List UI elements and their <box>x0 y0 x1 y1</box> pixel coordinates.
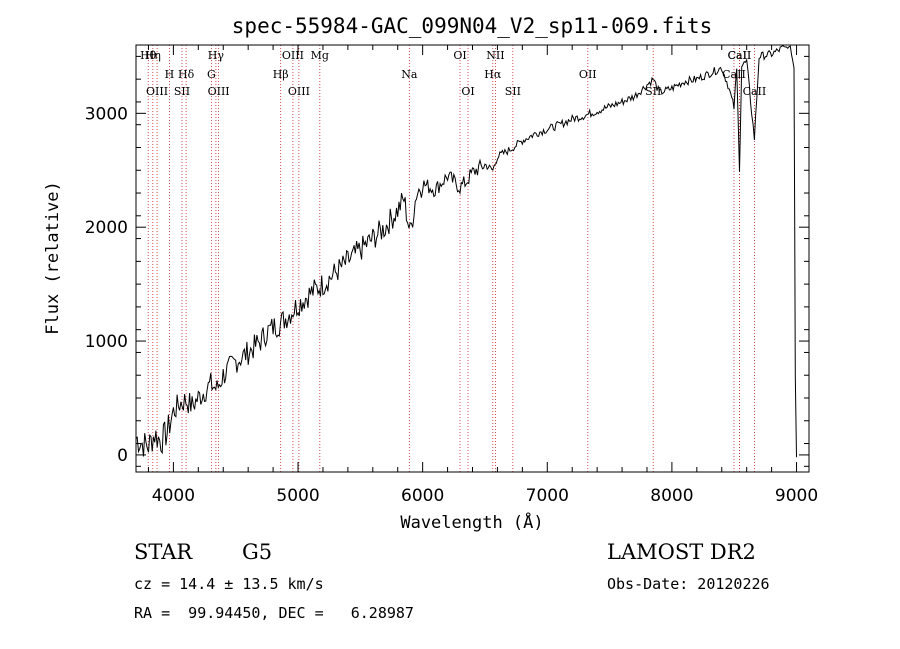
spectral-line-label: OI <box>461 85 474 98</box>
spectral-line-markers <box>147 45 755 472</box>
spectral-line-label: OIII <box>282 49 304 62</box>
spectral-line-label: Mg <box>311 49 329 62</box>
obs-date-text: Obs-Date: 20120226 <box>607 575 770 593</box>
x-tick-label: 9000 <box>775 486 818 506</box>
spectral-line-label: CaII <box>722 68 746 81</box>
spectral-line-label: OII <box>579 68 597 81</box>
spectral-line-label: OIII <box>288 85 310 98</box>
object-subclass: G5 <box>242 540 273 564</box>
spectral-line-label: CaII <box>743 85 767 98</box>
y-axis-label: Flux (relative) <box>43 181 63 335</box>
x-axis-label: Wavelength (Å) <box>400 511 543 533</box>
spectral-line-label: NII <box>486 49 504 62</box>
spectral-line-label: OI <box>453 49 466 62</box>
spectral-line-labels: Hθ H SII Hγ G OIII Hη Hδ OIII OIII Hβ OIII Mg Na OI OI H… <box>140 49 766 98</box>
spectral-line-label: SII <box>174 85 190 98</box>
spectral-line-label: CaII <box>728 49 752 62</box>
y-axis-ticks: 0 1000 2000 3000 <box>85 55 809 467</box>
x-tick-label: 8000 <box>650 486 693 506</box>
spectrum-chart: spec-55984-GAC_099N04_V2_sp11-069.fits H… <box>43 14 818 533</box>
spectral-line-label: OIII <box>208 85 230 98</box>
coordinates-text: RA = 99.94450, DEC = 6.28987 <box>134 604 414 622</box>
y-tick-label: 3000 <box>85 104 128 124</box>
spectral-line-label: Na <box>401 68 418 81</box>
spectral-line-label: Hθ <box>140 49 157 62</box>
spectral-line-label: Hγ <box>208 49 225 62</box>
object-class: STAR <box>134 540 193 564</box>
x-axis-ticks: 4000 5000 6000 7000 8000 9000 <box>147 45 818 506</box>
spectral-line-label: Hη <box>145 49 161 62</box>
spectral-line-label: Hα <box>484 68 502 81</box>
x-tick-label: 5000 <box>276 486 319 506</box>
spectral-line-label: SII <box>505 85 521 98</box>
x-tick-label: 7000 <box>526 486 569 506</box>
survey-name: LAMOST DR2 <box>607 540 756 564</box>
spectral-line-label: OIII <box>146 85 168 98</box>
redshift-text: cz = 14.4 ± 13.5 km/s <box>134 575 324 593</box>
spectral-line-label: G <box>207 68 216 81</box>
spectral-line-label: SII <box>645 85 661 98</box>
spectrum-series-line <box>135 44 797 458</box>
chart-title: spec-55984-GAC_099N04_V2_sp11-069.fits <box>232 14 712 38</box>
x-tick-label: 4000 <box>152 486 195 506</box>
spectral-line-label: CaII <box>728 49 752 62</box>
plot-frame <box>135 44 810 473</box>
spectral-line-label: Hβ <box>273 68 289 81</box>
y-tick-label: 1000 <box>85 332 128 352</box>
spectral-line-label: H <box>165 68 175 81</box>
x-tick-label: 6000 <box>401 486 444 506</box>
y-tick-label: 0 <box>117 446 128 466</box>
spectral-line-label: Hδ <box>178 68 195 81</box>
y-tick-label: 2000 <box>85 218 128 238</box>
